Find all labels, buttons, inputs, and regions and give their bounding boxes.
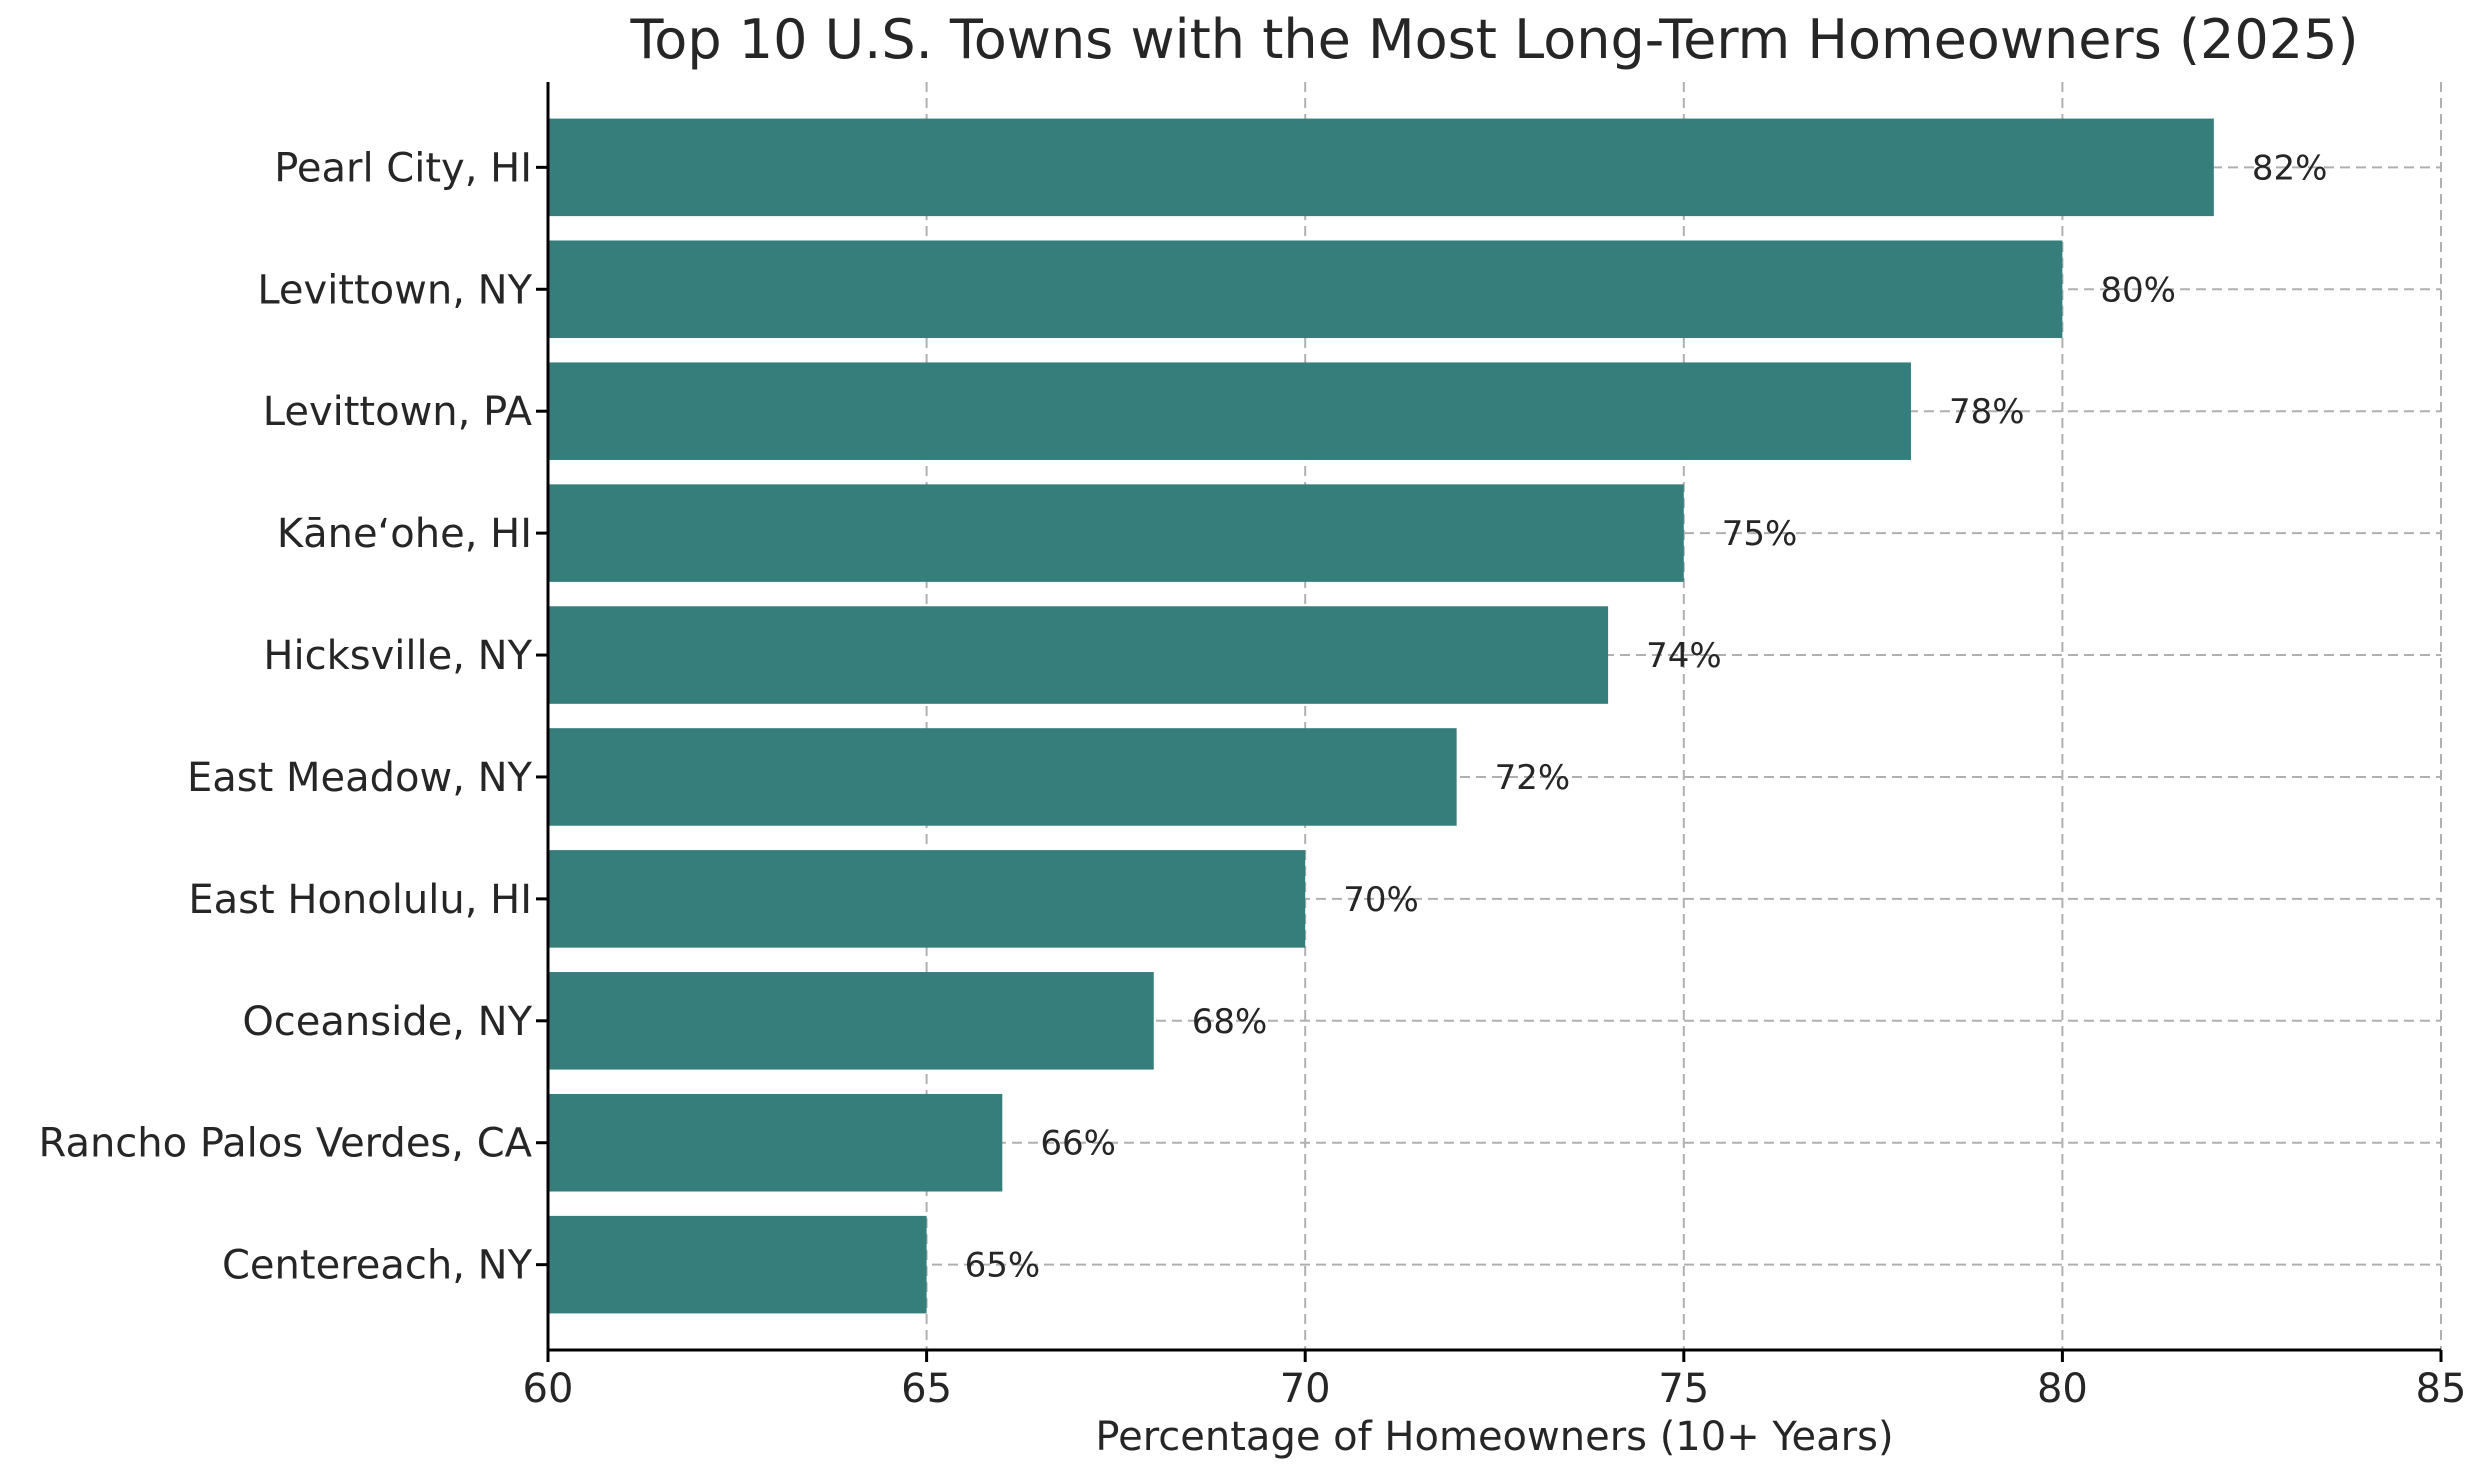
category-label: Pearl City, HI bbox=[274, 145, 532, 191]
value-label: 74% bbox=[1646, 636, 1722, 676]
bar bbox=[548, 728, 1457, 826]
bar bbox=[548, 606, 1609, 704]
x-tick-label: 70 bbox=[1280, 1366, 1331, 1412]
value-label: 75% bbox=[1722, 514, 1798, 554]
category-label: East Honolulu, HI bbox=[188, 877, 532, 923]
bar bbox=[548, 1215, 927, 1314]
value-label: 68% bbox=[1192, 1002, 1268, 1042]
bar bbox=[548, 240, 2063, 339]
chart-title: Top 10 U.S. Towns with the Most Long-Ter… bbox=[629, 8, 2358, 71]
bars-layer bbox=[548, 118, 2214, 1314]
category-label: Kāneʻohe, HI bbox=[277, 511, 532, 557]
category-label: Hicksville, NY bbox=[263, 633, 532, 679]
x-tick-label: 65 bbox=[901, 1366, 952, 1412]
value-label: 66% bbox=[1040, 1124, 1116, 1164]
value-label: 70% bbox=[1343, 880, 1419, 920]
bar bbox=[548, 850, 1306, 948]
value-label: 82% bbox=[2252, 148, 2328, 188]
x-tick-label: 85 bbox=[2416, 1366, 2467, 1412]
x-axis-title: Percentage of Homeowners (10+ Years) bbox=[1095, 1414, 1893, 1460]
bar bbox=[548, 484, 1684, 582]
category-label: Oceanside, NY bbox=[242, 999, 532, 1045]
value-label: 72% bbox=[1495, 758, 1571, 798]
x-tick-label: 80 bbox=[2037, 1366, 2088, 1412]
value-label: 65% bbox=[965, 1246, 1041, 1286]
x-tick-label: 75 bbox=[1658, 1366, 1709, 1412]
category-label: Centereach, NY bbox=[222, 1243, 533, 1289]
labels-layer: Pearl City, HI 82% Levittown, NY 80% Levitto… bbox=[39, 145, 2328, 1288]
x-tick-label: 60 bbox=[523, 1366, 574, 1412]
bar bbox=[548, 118, 2214, 217]
bar bbox=[548, 362, 1911, 460]
bar bbox=[548, 972, 1154, 1070]
category-label: Levittown, NY bbox=[257, 267, 532, 313]
category-label: Rancho Palos Verdes, CA bbox=[39, 1121, 533, 1167]
value-label: 78% bbox=[1949, 392, 2025, 432]
bar bbox=[548, 1093, 1003, 1192]
value-label: 80% bbox=[2100, 270, 2176, 310]
axes-layer: 60 65 70 75 80 85 bbox=[523, 82, 2467, 1412]
category-label: Levittown, PA bbox=[263, 389, 533, 435]
category-label: East Meadow, NY bbox=[187, 755, 533, 801]
